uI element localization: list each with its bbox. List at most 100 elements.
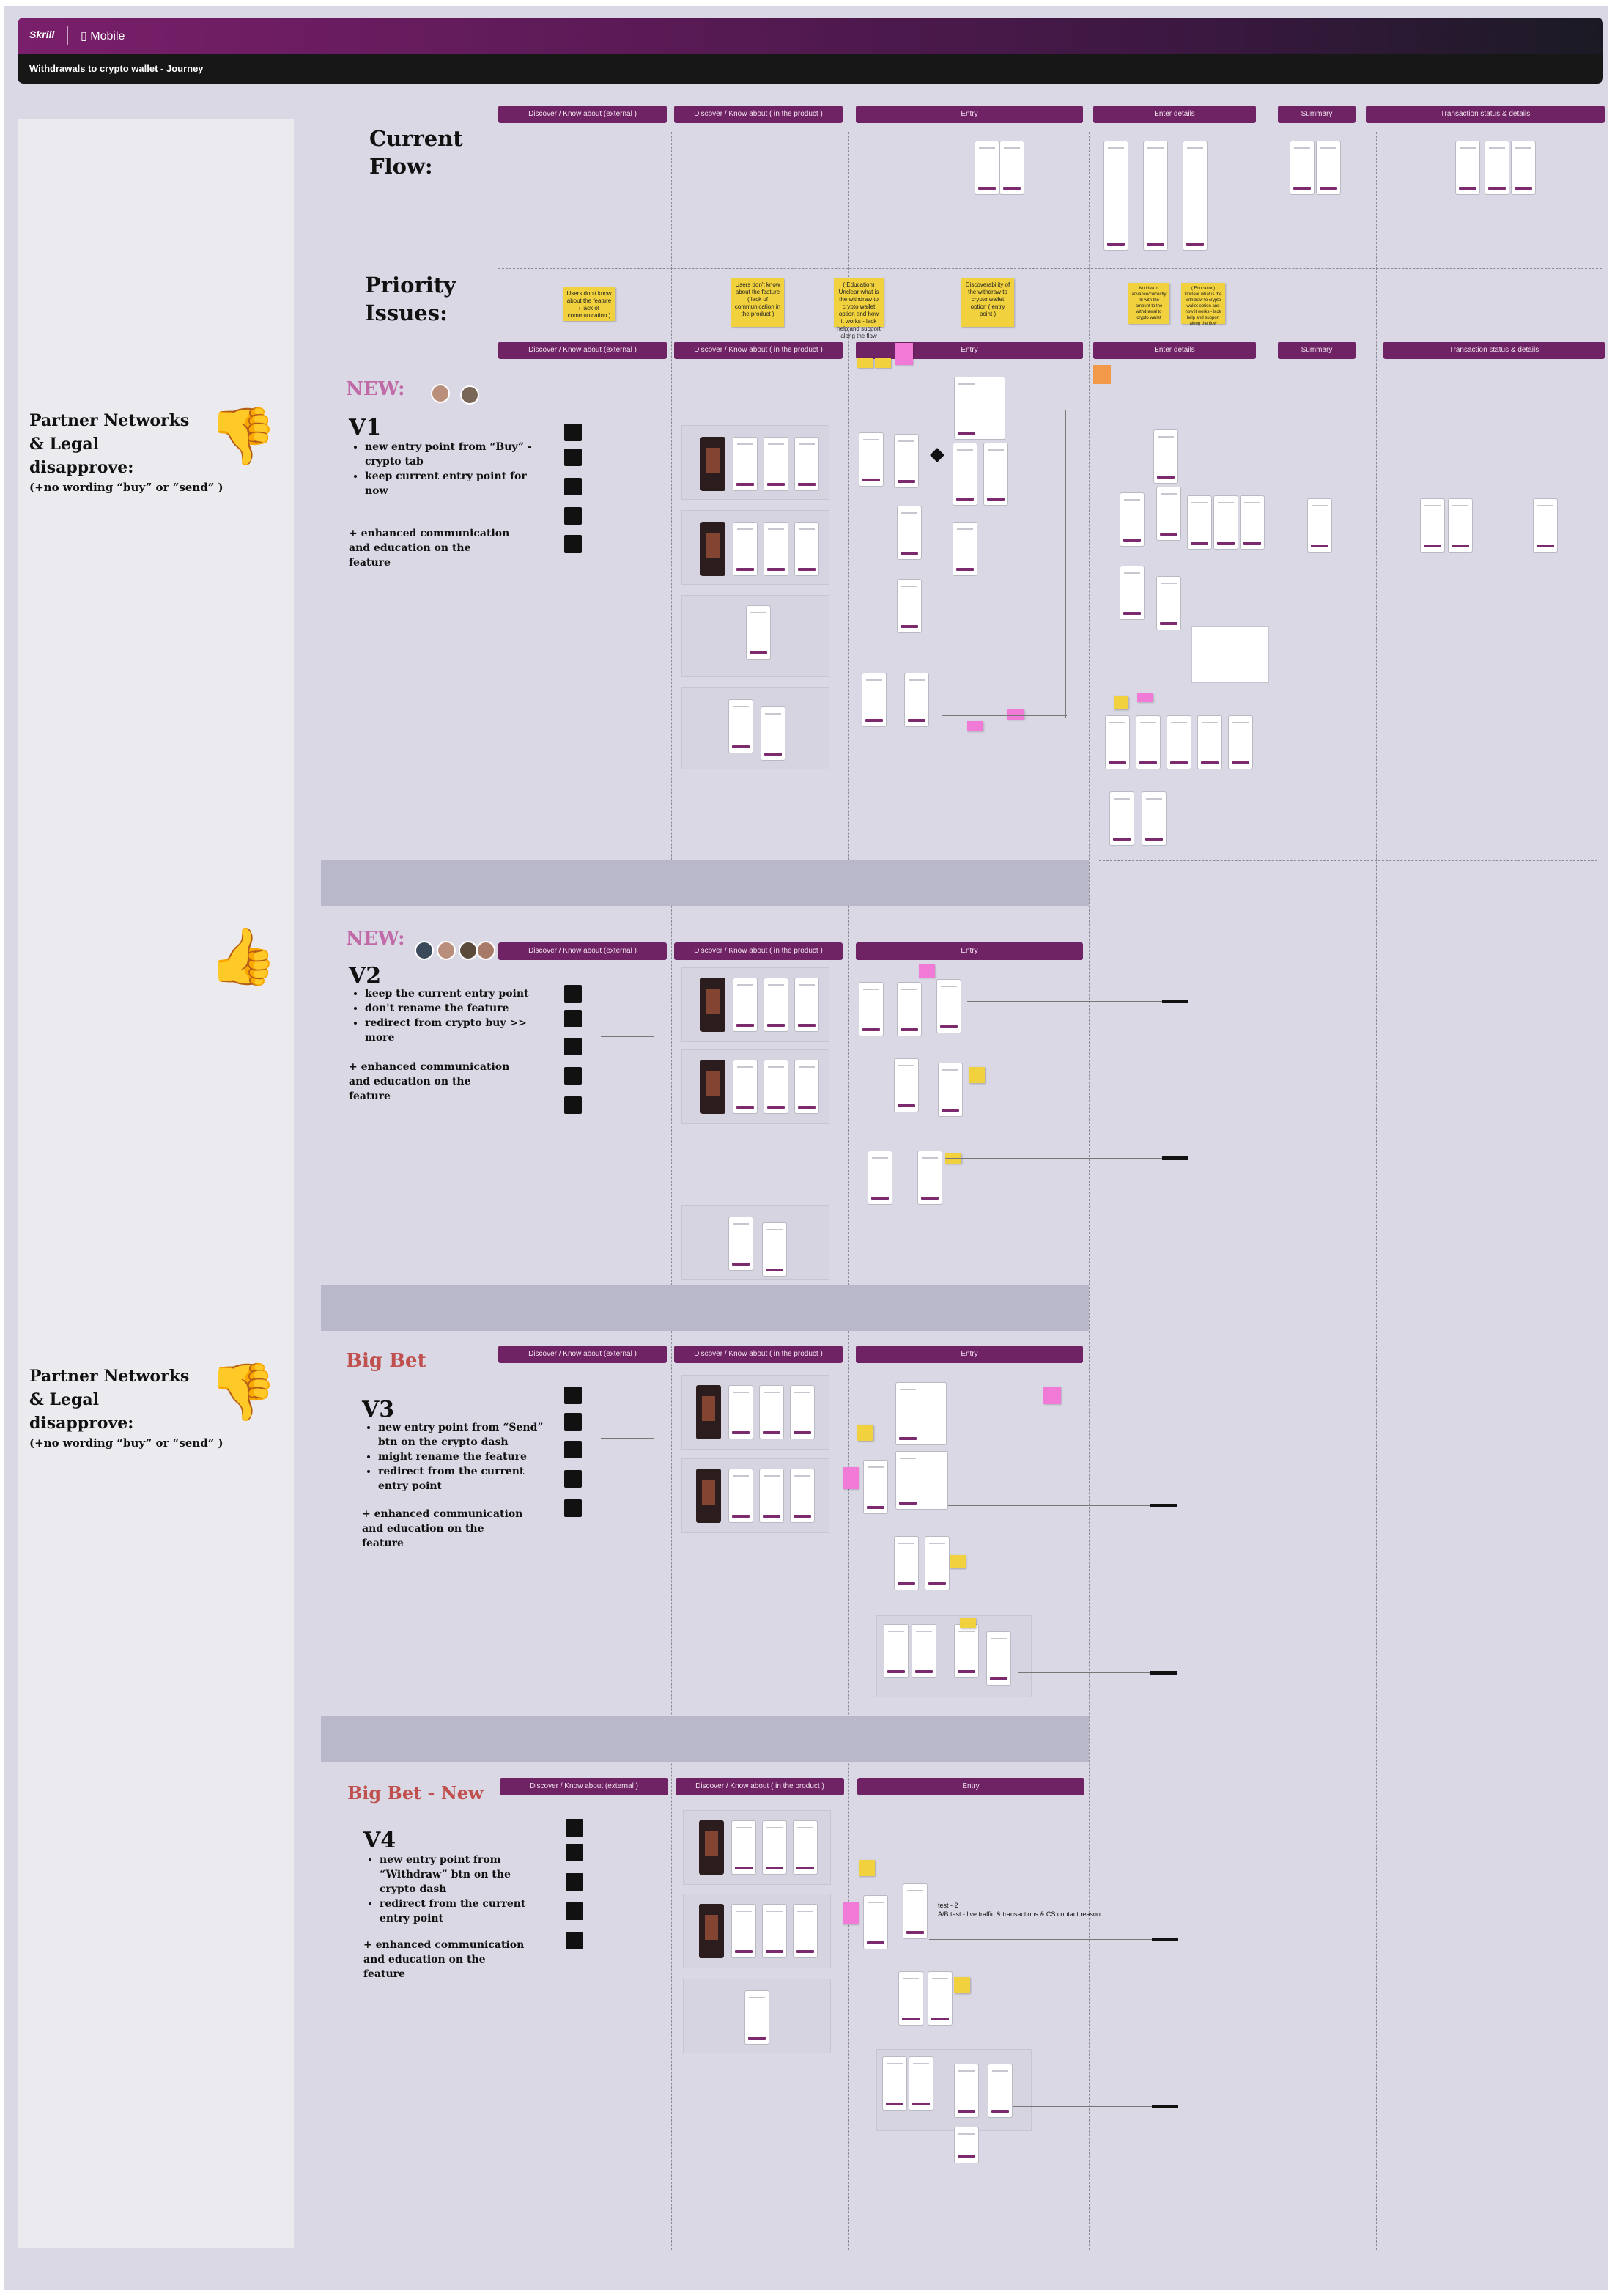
screen-mockup (1197, 715, 1222, 769)
variant-bullets: keep the current entry point don't renam… (347, 986, 541, 1045)
sticky-note (969, 1067, 985, 1083)
link-block[interactable] (564, 535, 582, 553)
sticky-note (895, 343, 913, 365)
variant-tag: Big Bet - New (347, 1782, 484, 1804)
screen-mockup (1290, 141, 1315, 195)
link-block[interactable] (564, 1067, 582, 1085)
bullet-item: redirect from the current entry point (378, 1464, 554, 1494)
variant-extra: + enhanced communication and education o… (349, 528, 510, 569)
bullet-item: new entry point from “Withdraw” btn on t… (380, 1853, 548, 1897)
section-separator (321, 860, 1089, 906)
variant-name: V3 (362, 1397, 395, 1422)
screen-mockup (895, 1382, 947, 1445)
priority-sticky: ( Education) Unclear what is the withdra… (834, 278, 884, 339)
link-block[interactable] (564, 985, 582, 1003)
app-header: Skrill ▯ Mobile (18, 18, 1603, 54)
link-block[interactable] (564, 1413, 582, 1431)
screen-mockup (794, 978, 819, 1032)
flow-connector (601, 1036, 654, 1037)
screen-mockup (733, 1060, 758, 1114)
flow-connector (1065, 410, 1066, 718)
link-block[interactable] (566, 1902, 583, 1920)
brand-logo: Skrill (29, 29, 55, 40)
link-block[interactable] (564, 424, 582, 441)
screen-mockup (1109, 791, 1134, 846)
avatar (476, 941, 495, 960)
section-divider (498, 268, 1602, 269)
screen-mockup (954, 2064, 979, 2118)
screen-mockup (733, 522, 758, 576)
variant-extra: + enhanced communication and education o… (362, 1508, 523, 1549)
link-block[interactable] (564, 1096, 582, 1114)
screen-group (681, 1205, 829, 1280)
link-block[interactable] (564, 1010, 582, 1027)
screen-mockup (1103, 141, 1128, 251)
screen-mockup (953, 443, 977, 506)
screen-mockup (868, 1151, 892, 1205)
connector-end (1150, 1504, 1177, 1507)
sticky-note (1137, 693, 1153, 702)
section-divider (1099, 860, 1597, 861)
flow-connector (1013, 2106, 1152, 2107)
link-block[interactable] (564, 1387, 582, 1404)
sticky-note (960, 1618, 976, 1628)
screen-mockup (1183, 141, 1208, 251)
screen-mockup (764, 522, 788, 576)
link-block[interactable] (564, 1470, 582, 1488)
bullet-item: redirect from the current entry point (380, 1897, 548, 1926)
screen-mockup (764, 437, 788, 491)
mobile-phone-icon: ▯ (81, 30, 87, 43)
stage-pill: Discover / Know about ( in the product ) (674, 1346, 843, 1363)
stage-pill: Discover / Know about ( in the product ) (676, 1778, 844, 1795)
bullet-item: might rename the feature (378, 1450, 554, 1464)
link-block[interactable] (566, 1873, 583, 1891)
screen-mockup (700, 522, 725, 576)
connector-end (1162, 1000, 1188, 1003)
screen-mockup (859, 982, 884, 1036)
screen-mockup (790, 1469, 815, 1523)
avatar (431, 384, 450, 403)
section-separator (321, 1285, 1089, 1331)
link-block[interactable] (566, 1819, 583, 1837)
stage-pill: Summary (1278, 342, 1356, 359)
stage-pill: Enter details (1093, 342, 1256, 359)
link-block[interactable] (566, 1844, 583, 1861)
stage-pill: Discover / Know about (external ) (498, 106, 667, 123)
screen-group (681, 687, 829, 769)
link-block[interactable] (564, 1038, 582, 1055)
stage-divider (848, 132, 849, 2250)
link-block[interactable] (566, 1932, 583, 1949)
stage-pill: Entry (856, 942, 1083, 960)
flow-connector (948, 1505, 1150, 1506)
link-block[interactable] (564, 478, 582, 495)
variant-name: V4 (363, 1828, 396, 1853)
stage-pill: Entry (857, 1778, 1084, 1795)
sticky-note (954, 1977, 970, 1993)
variant-tag: Big Bet (346, 1350, 426, 1372)
avatar (460, 385, 479, 405)
stage-divider (671, 132, 672, 2250)
screen-mockup (794, 437, 819, 491)
link-block[interactable] (564, 1499, 582, 1517)
screen-mockup (1105, 715, 1130, 769)
stage-pill: Entry (856, 342, 1083, 359)
screen-mockup (699, 1904, 724, 1958)
screen-mockup (928, 1971, 953, 2026)
screen-mockup (1156, 487, 1181, 541)
link-block[interactable] (564, 1441, 582, 1458)
connector-end (1162, 1156, 1188, 1160)
screen-mockup (894, 1536, 919, 1590)
variant-bullets: new entry point from “Send” btn on the c… (361, 1420, 554, 1494)
screen-mockup (700, 1060, 725, 1114)
screen-mockup (1120, 492, 1145, 547)
screen-mockup (794, 522, 819, 576)
screen-mockup (762, 1820, 787, 1875)
section-separator (321, 1716, 1089, 1762)
screen-mockup (863, 1895, 888, 1949)
link-block[interactable] (564, 507, 582, 525)
stage-pill: Discover / Know about ( in the product ) (674, 942, 843, 960)
screen-mockup (728, 1469, 753, 1523)
variant-extra: + enhanced communication and education o… (349, 1061, 510, 1102)
link-block[interactable] (564, 449, 582, 466)
variant-name: V2 (349, 963, 382, 989)
